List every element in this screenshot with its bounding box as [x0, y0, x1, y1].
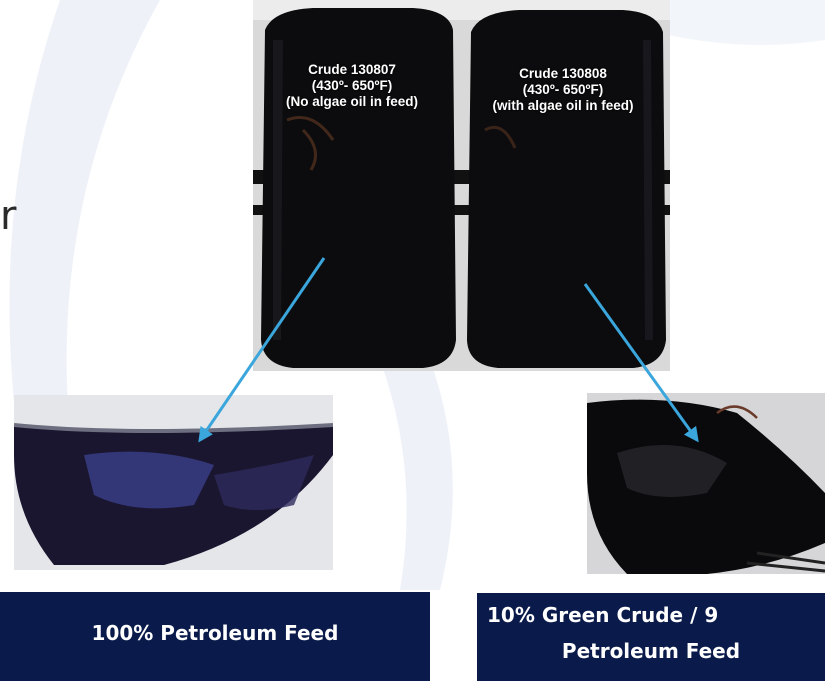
right-bottle-label: Crude 130808 (430º- 650ºF) (with algae o…: [466, 66, 660, 114]
green-crude-caption-line2: Petroleum Feed: [561, 639, 741, 663]
right-bottle-range: (430º- 650ºF): [522, 82, 604, 97]
green-crude-closeup-photo: [587, 393, 825, 574]
green-crude-caption-line1: 10% Green Crude / 9: [487, 603, 719, 627]
left-bottle-range: (430º- 650ºF): [311, 78, 393, 93]
petroleum-feed-caption-text: 100% Petroleum Feed: [91, 621, 339, 645]
left-bottle-note: (No algae oil in feed): [285, 94, 418, 109]
partial-letter-text: r: [0, 193, 17, 239]
petroleum-feed-caption: 100% Petroleum Feed: [0, 592, 430, 681]
left-bottle-label: Crude 130807 (430º- 650ºF) (No algae oil…: [266, 62, 438, 110]
green-crude-caption: 10% Green Crude / 9 Petroleum Feed: [477, 593, 825, 681]
petroleum-closeup-photo: [14, 395, 333, 570]
right-bottle-name: Crude 130808: [519, 66, 607, 81]
left-bottle-name: Crude 130807: [308, 62, 396, 77]
right-bottle-note: (with algae oil in feed): [492, 98, 634, 113]
right-arrow: [583, 283, 699, 443]
left-arrow: [198, 257, 326, 443]
